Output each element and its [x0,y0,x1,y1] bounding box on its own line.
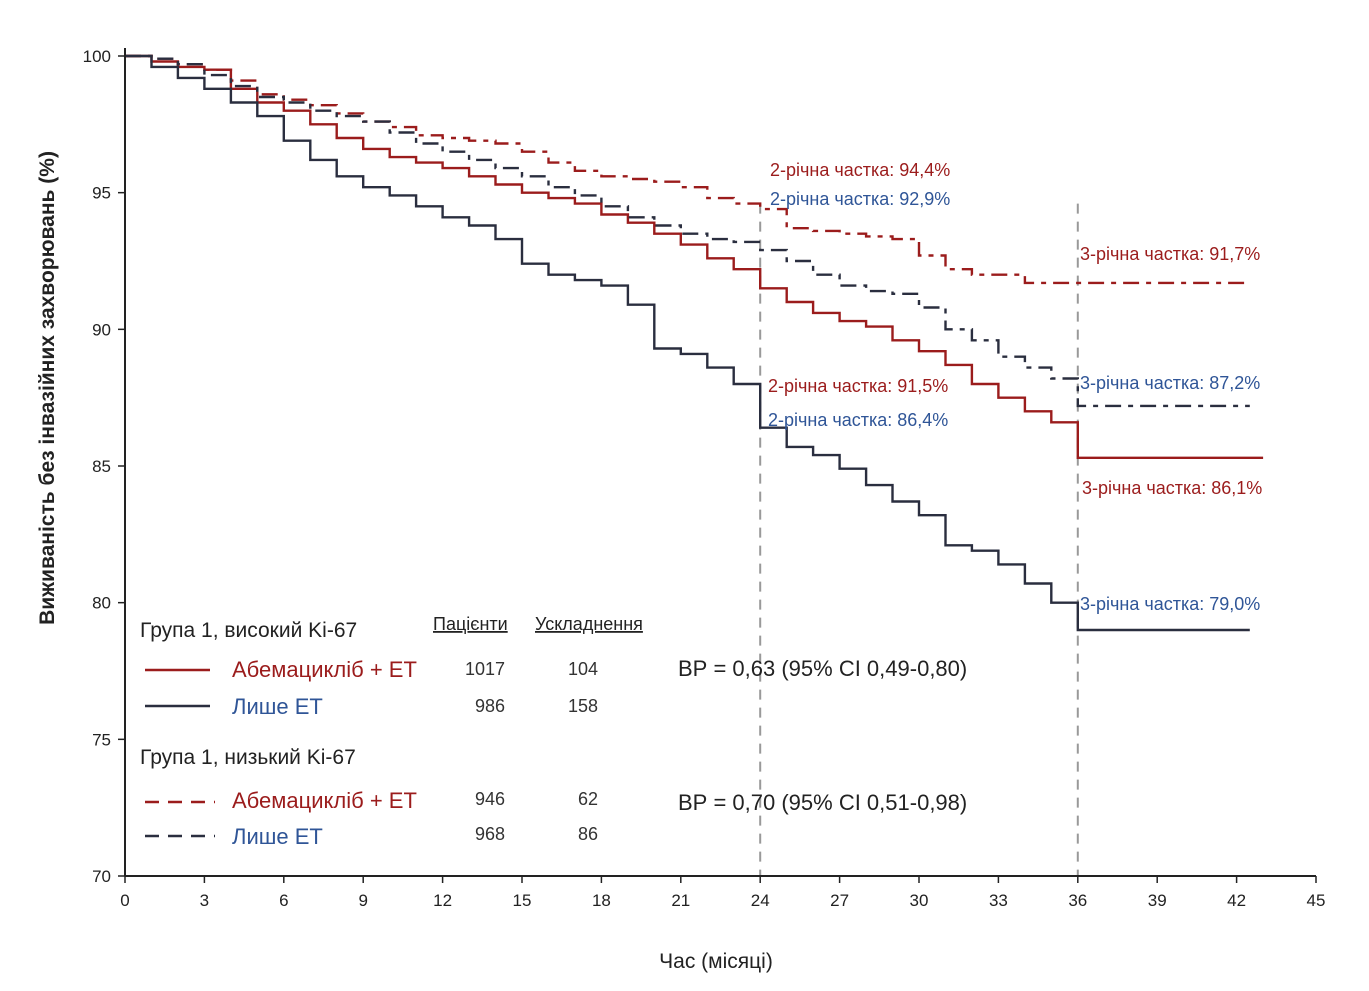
x-tick-label: 33 [989,891,1008,910]
legend-low-abema-events: 62 [578,789,598,809]
y-tick-label: 100 [83,47,111,66]
legend-group-high-title: Група 1, високий Ki-67 [140,619,357,642]
y-tick-label: 95 [92,184,111,203]
x-tick-label: 0 [120,891,129,910]
legend-label-low-abema: Абемацикліб + ЕТ [232,788,417,813]
x-tick-label: 12 [433,891,452,910]
x-tick-label: 3 [200,891,209,910]
legend-header-patients: Пацієнти [433,614,508,634]
x-tick-label: 45 [1307,891,1326,910]
y-tick-label: 85 [92,457,111,476]
annotation-low-et-2y: 2-річна частка: 92,9% [770,189,950,209]
legend-low-et-patients: 968 [475,824,505,844]
legend-high-et-events: 158 [568,696,598,716]
annotation-high-et-3y: 3-річна частка: 79,0% [1080,594,1260,614]
legend-low-abema-patients: 946 [475,789,505,809]
legend-low-hr: ВР = 0,70 (95% CI 0,51-0,98) [678,790,967,815]
y-tick-label: 80 [92,594,111,613]
annotation-low-abema-2y: 2-річна частка: 94,4% [770,160,950,180]
series-layer [125,54,1264,632]
x-tick-label: 15 [513,891,532,910]
y-tick-label: 75 [92,730,111,749]
legend-group-low-title: Група 1, низький Ki-67 [140,746,356,769]
legend-high-abema-patients: 1017 [465,659,505,679]
legend-label-high-abema: Абемацикліб + ЕТ [232,657,417,682]
x-tick-label: 42 [1227,891,1246,910]
y-axis-label: Виживаність без інвазійних захворювань (… [36,151,59,625]
x-tick-label: 39 [1148,891,1167,910]
x-tick-label: 18 [592,891,611,910]
annotation-high-abema-2y: 2-річна частка: 91,5% [768,376,948,396]
annotation-high-abema-3y: 3-річна частка: 86,1% [1082,478,1262,498]
legend-label-low-et: Лише ЕТ [232,824,323,849]
legend-high-et-patients: 986 [475,696,505,716]
series-line-low_et [125,54,1250,408]
axes: 0 3 6 9 12 15 18 21 24 27 30 33 36 39 42 45707580859095… [83,47,1326,910]
x-tick-label: 24 [751,891,770,910]
x-axis-label: Час (місяці) [659,950,773,973]
legend-label-high-et: Лише ЕТ [232,694,323,719]
x-tick-label: 30 [910,891,929,910]
annotation-low-abema-3y: 3-річна частка: 91,7% [1080,244,1260,264]
annotation-high-et-2y: 2-річна частка: 86,4% [768,410,948,430]
y-tick-label: 90 [92,320,111,339]
x-tick-label: 9 [358,891,367,910]
series-line-high_abema [125,54,1264,459]
y-tick-label: 70 [92,867,111,886]
series-line-high_et [125,54,1250,632]
legend: Група 1, високий Ki-67 Пацієнти Ускладне… [140,614,967,849]
annotation-low-et-3y: 3-річна частка: 87,2% [1080,373,1260,393]
x-tick-label: 21 [671,891,690,910]
legend-low-et-events: 86 [578,824,598,844]
reference-lines [759,203,1079,876]
x-tick-label: 6 [279,891,288,910]
x-tick-label: 36 [1068,891,1087,910]
legend-high-hr: ВР = 0,63 (95% CI 0,49-0,80) [678,656,967,681]
legend-header-events: Ускладнення [535,614,643,634]
x-tick-label: 27 [830,891,849,910]
legend-high-abema-events: 104 [568,659,598,679]
